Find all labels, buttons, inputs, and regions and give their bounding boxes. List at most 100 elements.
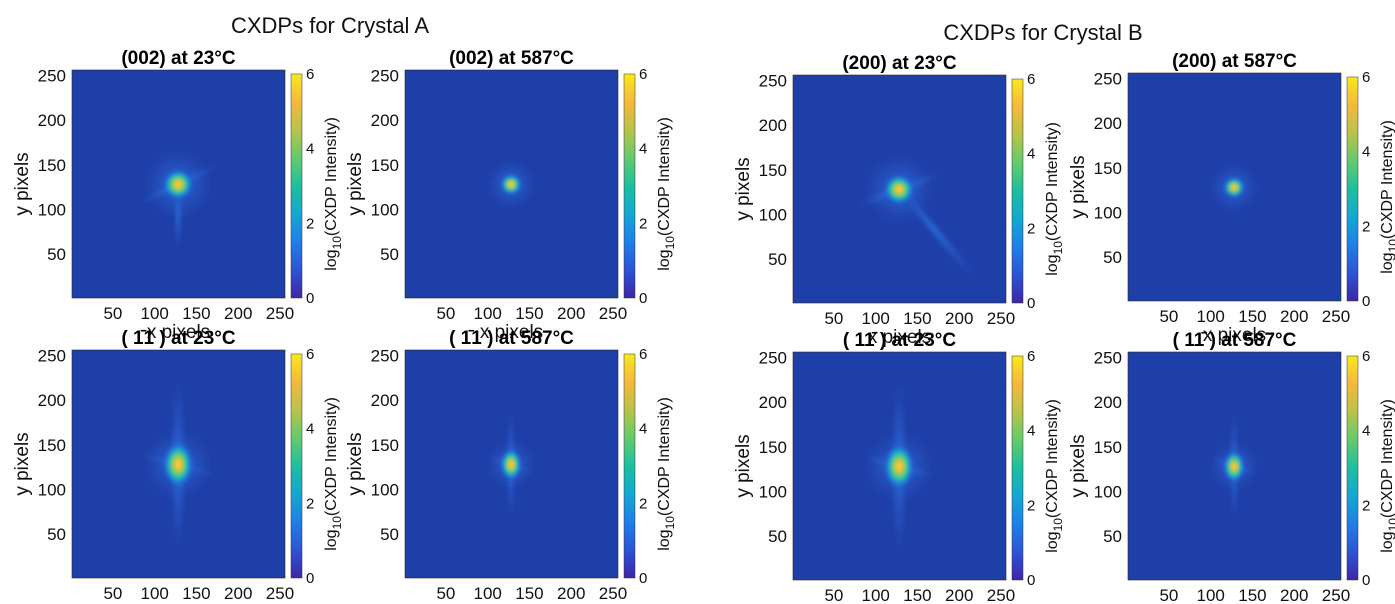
colorbar-tick-label: 2 [1362, 497, 1370, 514]
y-tick-label: 250 [371, 346, 399, 365]
x-tick-label: 100 [862, 586, 890, 604]
panel-title: ( 11̄ ) at 587°C [1173, 330, 1297, 351]
x-tick-label: 150 [515, 304, 543, 323]
y-tick-label: 50 [380, 525, 399, 544]
x-tick-label: 250 [599, 304, 627, 323]
panel-title: ( 1̄1 ) at 587°C [449, 328, 574, 349]
colorbar-tick-label: 6 [1362, 69, 1370, 86]
x-tick-label: 50 [436, 304, 455, 323]
y-tick-label: 100 [371, 200, 399, 219]
colorbar-tick-label: 6 [306, 66, 314, 83]
colorbar-label: log10(CXDP Intensity) [1044, 122, 1065, 276]
colorbar-tick-label: 4 [306, 141, 314, 158]
colorbar [1346, 76, 1359, 302]
colorbar-tick-label: 6 [306, 346, 314, 363]
colorbar-tick-label: 4 [639, 421, 647, 438]
colorbar-tick-label: 0 [306, 290, 314, 307]
colorbar [290, 73, 303, 299]
colorbar-tick-label: 0 [1027, 295, 1035, 312]
x-tick-label: 250 [266, 584, 294, 603]
colorbar-tick-label: 2 [639, 495, 647, 512]
y-tick-label: 250 [38, 66, 66, 85]
x-tick-label: 200 [945, 586, 973, 604]
colorbar-label: log10(CXDP Intensity) [1044, 399, 1065, 553]
colorbar-tick-label: 2 [306, 215, 314, 232]
plot-frame [404, 69, 619, 299]
colorbar-tick-label: 4 [1027, 423, 1035, 440]
y-tick-label: 150 [38, 156, 66, 175]
colorbar-tick-label: 2 [1362, 218, 1370, 235]
x-tick-label: 50 [1159, 307, 1178, 326]
group-title-crystal-b: CXDPs for Crystal B [943, 20, 1142, 45]
x-tick-label: 50 [824, 586, 843, 604]
y-tick-label: 250 [38, 346, 66, 365]
plot-frame [792, 74, 1007, 304]
x-tick-label: 50 [436, 584, 455, 603]
x-tick-label: 150 [903, 586, 931, 604]
x-tick-label: 250 [987, 586, 1015, 604]
plot-frame [71, 349, 286, 579]
panel-title: (002) at 587°C [449, 48, 574, 69]
x-tick-label: 50 [103, 304, 122, 323]
y-tick-label: 200 [38, 391, 66, 410]
colorbar-tick-label: 0 [1362, 293, 1370, 310]
colorbar-tick-label: 2 [639, 215, 647, 232]
y-tick-label: 150 [38, 436, 66, 455]
y-tick-label: 100 [1094, 482, 1122, 501]
plot-frame [71, 69, 286, 299]
x-tick-label: 250 [1322, 586, 1350, 604]
y-tick-label: 250 [759, 348, 787, 367]
diffraction-peak [858, 371, 940, 562]
y-tick-label: 100 [759, 482, 787, 501]
x-axis-label: x pixels [480, 602, 543, 604]
x-tick-label: 50 [1159, 586, 1178, 604]
colorbar-label: log10(CXDP Intensity) [323, 117, 344, 271]
colorbar-tick-label: 6 [1027, 71, 1035, 88]
heatmap-panel: ( 11̄ ) at 23°C 50 100 150 200 250 50 100 150 200… [733, 330, 1065, 604]
heatmap-panel: (200) at 23°C 50 100 150 200 250 50 100 150 200 25… [733, 53, 1065, 348]
diffraction-peak [484, 404, 538, 525]
diffraction-peak [134, 146, 222, 255]
colorbar [290, 353, 303, 579]
panel-title: (200) at 587°C [1172, 51, 1297, 72]
x-tick-label: 100 [141, 584, 169, 603]
colorbar-label: log10(CXDP Intensity) [323, 397, 344, 551]
colorbar-label: log10(CXDP Intensity) [656, 117, 677, 271]
colorbar-tick-label: 0 [306, 570, 314, 587]
x-tick-label: 200 [1280, 307, 1308, 326]
panel-title: (002) at 23°C [121, 48, 236, 69]
y-tick-label: 250 [371, 66, 399, 85]
x-tick-label: 200 [224, 584, 252, 603]
diffraction-peak [1207, 160, 1261, 215]
y-axis-label: y pixels [1068, 434, 1089, 497]
y-tick-label: 50 [768, 250, 787, 269]
x-tick-label: 100 [474, 584, 502, 603]
y-tick-label: 150 [1094, 159, 1122, 178]
x-tick-label: 200 [557, 584, 585, 603]
y-tick-label: 250 [1094, 69, 1122, 88]
heatmap-panel: (200) at 587°C 50 100 150 200 250 50 100 150 200 2… [1068, 51, 1395, 346]
diffraction-peak [137, 369, 219, 560]
colorbar-tick-label: 6 [1027, 348, 1035, 365]
y-tick-label: 100 [38, 200, 66, 219]
x-tick-label: 150 [1238, 586, 1266, 604]
x-tick-label: 100 [141, 304, 169, 323]
colorbar-label: log10(CXDP Intensity) [656, 397, 677, 551]
colorbar [1011, 355, 1024, 581]
y-tick-label: 250 [1094, 348, 1122, 367]
y-tick-label: 200 [759, 116, 787, 135]
colorbar-tick-label: 0 [1027, 572, 1035, 589]
colorbar-tick-label: 4 [306, 421, 314, 438]
heatmap-panel: ( 1̄1 ) at 23°C 50 100 150 200 250 50 100 150 200… [12, 328, 344, 604]
x-axis-label: x pixels [868, 327, 931, 348]
plot-frame [1127, 351, 1342, 581]
y-tick-label: 200 [371, 111, 399, 130]
plot-frame [1127, 72, 1342, 302]
x-tick-label: 150 [1238, 307, 1266, 326]
y-tick-label: 150 [371, 436, 399, 455]
y-axis-label: y pixels [12, 432, 33, 495]
y-tick-label: 100 [759, 205, 787, 224]
x-tick-label: 100 [862, 309, 890, 328]
colorbar-tick-label: 0 [639, 290, 647, 307]
x-tick-label: 200 [224, 304, 252, 323]
